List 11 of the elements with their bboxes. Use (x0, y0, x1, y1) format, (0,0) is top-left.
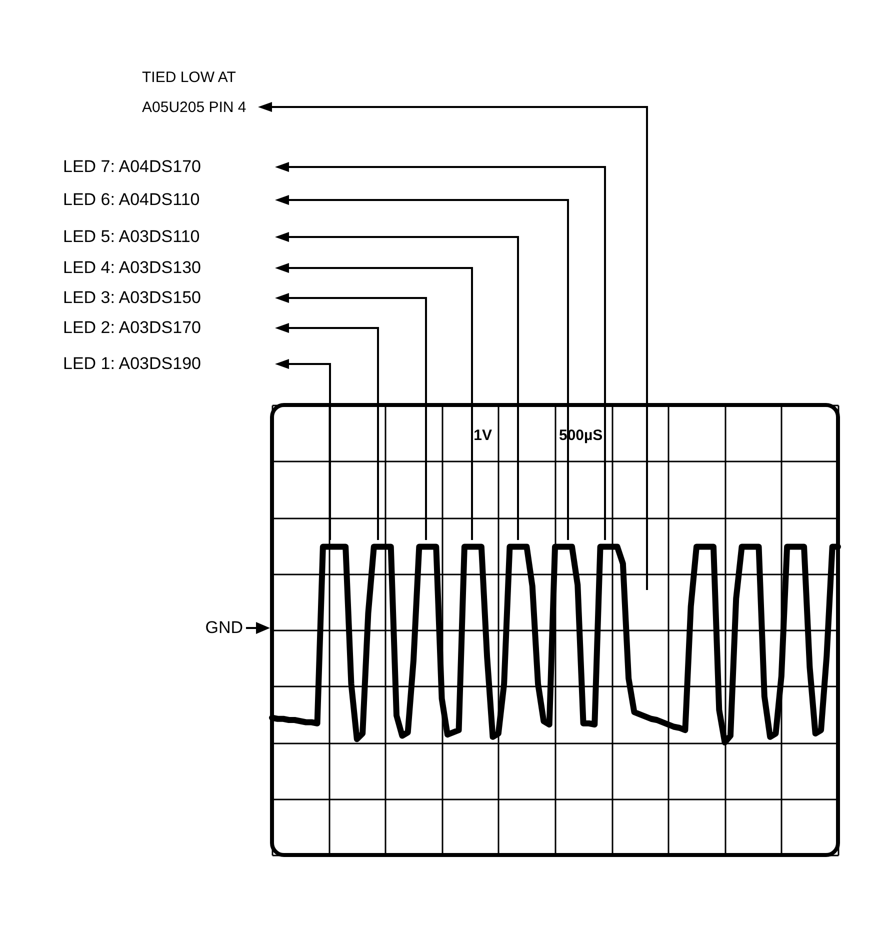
text: GND (205, 618, 243, 637)
text: LED 4: A03DS130 (63, 258, 201, 277)
text: 1V (474, 427, 492, 444)
text: LED 7: A04DS170 (63, 157, 201, 176)
text: LED 1: A03DS190 (63, 354, 201, 373)
text: LED 2: A03DS170 (63, 318, 201, 337)
text: TIED LOW AT (142, 69, 236, 86)
text: LED 5: A03DS110 (63, 227, 200, 246)
text: LED 6: A04DS110 (63, 190, 200, 209)
text: LED 3: A03DS150 (63, 288, 201, 307)
text: A05U205 PIN 4 (142, 99, 246, 116)
